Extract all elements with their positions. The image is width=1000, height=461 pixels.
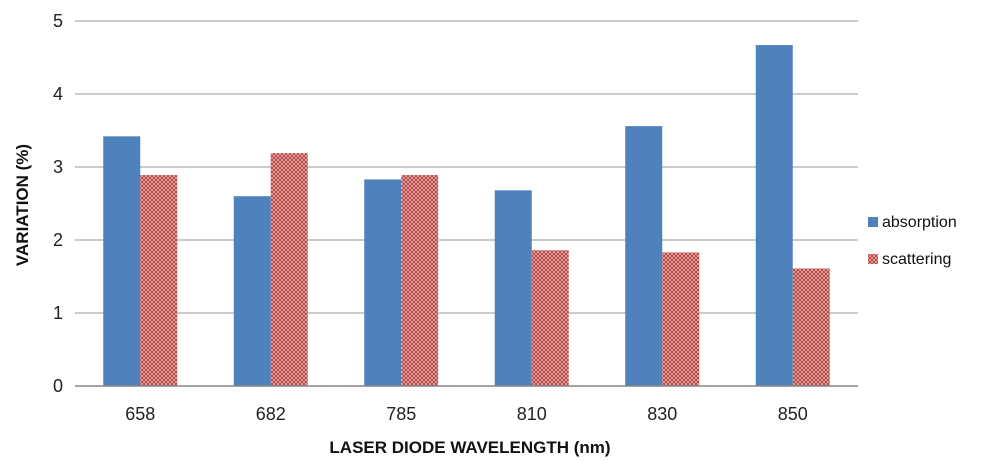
legend-swatch-absorption (868, 217, 878, 227)
x-axis-title: LASER DIODE WAVELENGTH (nm) (329, 438, 610, 457)
x-tick-label: 810 (517, 404, 547, 424)
y-axis-title: VARIATION (%) (13, 144, 32, 266)
bar-scattering-810 (531, 250, 569, 386)
bar-absorption-785 (364, 179, 402, 386)
legend-label-scattering: scattering (882, 251, 951, 268)
x-tick-label: 830 (647, 404, 677, 424)
y-axis-ticks: 0 1 2 3 4 5 (53, 11, 63, 396)
x-tick-label: 682 (256, 404, 286, 424)
y-tick-label: 1 (53, 303, 63, 323)
bar-scattering-830 (662, 252, 700, 386)
bar-scattering-658 (140, 175, 178, 386)
y-tick-label: 5 (53, 11, 63, 31)
legend-swatch-scattering (868, 254, 878, 264)
x-axis-ticks: 658 682 785 810 830 850 (125, 404, 808, 424)
y-tick-label: 3 (53, 157, 63, 177)
bar-absorption-682 (233, 196, 271, 386)
bars (103, 45, 830, 387)
bar-scattering-682 (270, 153, 308, 386)
x-tick-label: 850 (778, 404, 808, 424)
legend: absorption scattering (868, 214, 957, 268)
y-tick-label: 4 (53, 84, 63, 104)
gridlines (75, 20, 858, 314)
bar-absorption-810 (494, 190, 532, 386)
bar-absorption-658 (103, 136, 141, 386)
x-tick-label: 658 (125, 404, 155, 424)
bar-scattering-785 (401, 175, 439, 386)
x-tick-label: 785 (386, 404, 416, 424)
bar-absorption-850 (755, 45, 793, 387)
bar-scattering-850 (792, 268, 830, 386)
legend-label-absorption: absorption (882, 214, 957, 231)
y-tick-label: 2 (53, 230, 63, 250)
bar-absorption-830 (625, 126, 663, 387)
y-tick-label: 0 (53, 376, 63, 396)
